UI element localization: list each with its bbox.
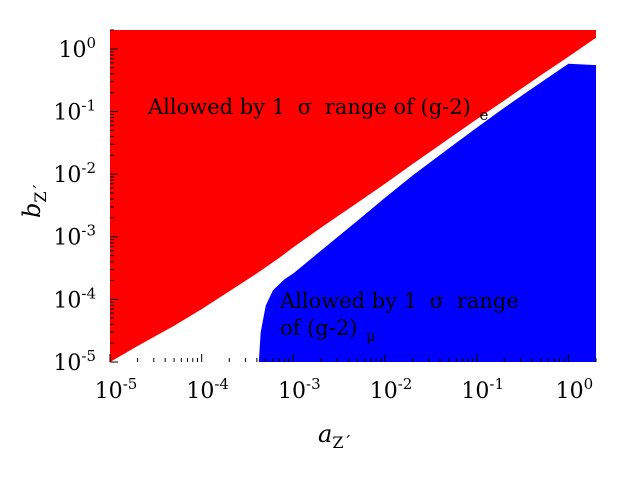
x-ticks: 10-5 10-4 10-3 10-2 10-1 100	[95, 354, 597, 404]
x-tick-label: 10-1	[461, 375, 504, 404]
x-tick-label: 10-4	[186, 375, 229, 404]
y-tick-label: 10-5	[53, 347, 96, 376]
y-tick-label: 10-2	[53, 159, 96, 188]
x-tick-label: 10-3	[278, 375, 321, 404]
y-tick-label: 100	[58, 34, 96, 63]
x-tick-label: 10-5	[95, 375, 138, 404]
annotation-electron: Allowed by 1 σ range of (g-2) e	[147, 95, 489, 124]
x-axis-label: aZ´	[318, 420, 351, 452]
plot-area	[110, 30, 596, 362]
y-ticks: 10-5 10-4 10-3 10-2 10-1 100	[53, 29, 118, 376]
region-muon	[258, 63, 596, 362]
y-tick-label: 10-1	[53, 96, 96, 125]
region-electron	[110, 30, 596, 362]
x-tick-label: 100	[556, 375, 594, 404]
x-tick-label: 10-2	[370, 375, 413, 404]
y-tick-label: 10-4	[53, 284, 96, 313]
annotation-muon-line1: Allowed by 1 σ range	[279, 289, 519, 313]
y-tick-label: 10-3	[53, 222, 96, 251]
annotation-muon-line2: of (g-2) μ	[280, 316, 376, 345]
y-axis-label: bZ´	[18, 184, 50, 219]
